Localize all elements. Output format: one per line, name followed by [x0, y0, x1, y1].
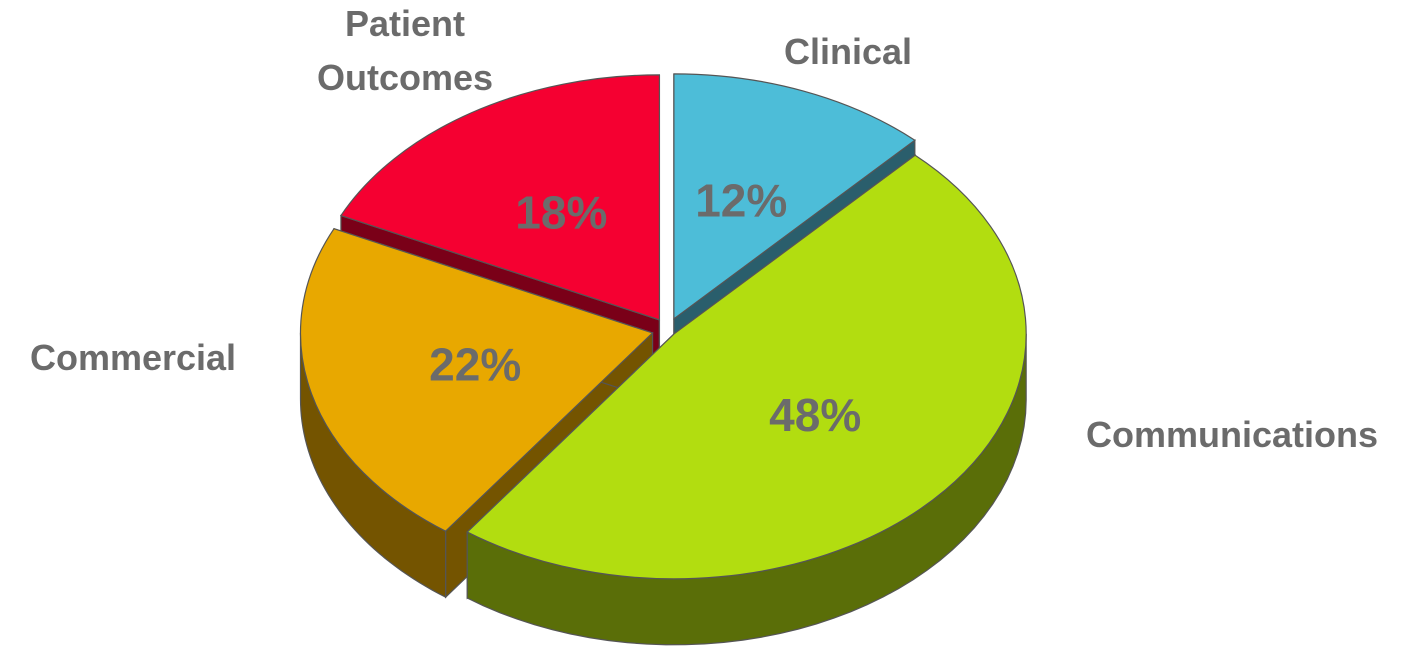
- category-label: Commercial: [30, 337, 236, 378]
- pie-slice-commercial: [299, 227, 654, 532]
- pie-slice-patient-outcomes: [339, 74, 661, 321]
- data-label: 48%: [769, 389, 861, 441]
- pie-slices: [299, 73, 1027, 580]
- category-label: Clinical: [784, 31, 912, 72]
- category-label: Communications: [1086, 414, 1378, 455]
- data-label: 22%: [429, 339, 521, 391]
- data-label: 12%: [695, 174, 787, 226]
- category-label: Patient: [345, 3, 465, 44]
- pie-slice-communications: [466, 154, 1027, 580]
- pie-labels: 12% 48% 22% 18% Clinical Communications Commer…: [30, 3, 1378, 455]
- data-label: 18%: [515, 186, 607, 238]
- category-label: Outcomes: [317, 57, 493, 98]
- pie-slice-clinical: [673, 73, 916, 321]
